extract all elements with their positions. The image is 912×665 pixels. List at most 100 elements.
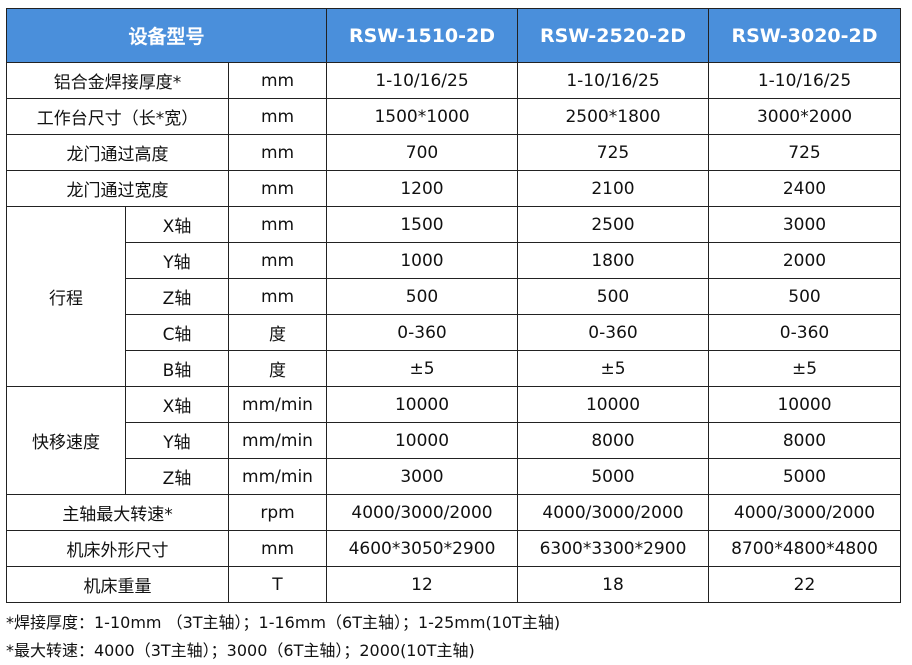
spec-value: 10000 bbox=[708, 386, 901, 423]
spec-value: 10000 bbox=[517, 386, 709, 423]
spec-value: 5000 bbox=[517, 458, 709, 495]
spec-row: 机床重量 T 12 18 22 bbox=[6, 566, 901, 603]
spec-row: B轴度 ±5 ±5 ±5 bbox=[7, 350, 901, 387]
spec-value: ±5 bbox=[708, 350, 901, 387]
model-header: RSW-2520-2D bbox=[517, 8, 709, 63]
spec-value: 2500*1800 bbox=[517, 98, 709, 135]
spec-value: 12 bbox=[326, 566, 518, 603]
spec-value: 18 bbox=[517, 566, 709, 603]
spec-label: C轴 bbox=[125, 314, 229, 351]
spec-label: Y轴 bbox=[125, 242, 229, 279]
spec-unit: mm bbox=[228, 242, 327, 279]
spec-value: 2400 bbox=[708, 170, 901, 207]
spec-value: 1-10/16/25 bbox=[708, 62, 901, 99]
spec-row: 龙门通过高度 mm 700 725 725 bbox=[6, 134, 901, 171]
spec-table: 设备型号 RSW-1510-2D RSW-2520-2D RSW-3020-2D 铝合金… bbox=[6, 8, 901, 603]
spec-value: 725 bbox=[517, 134, 709, 171]
model-header: RSW-1510-2D bbox=[326, 8, 518, 63]
spec-value: 725 bbox=[708, 134, 901, 171]
spec-value: 1-10/16/25 bbox=[517, 62, 709, 99]
spec-label: 主轴最大转速* bbox=[6, 494, 229, 531]
spec-value: 1500 bbox=[326, 206, 518, 243]
spec-value: 1000 bbox=[326, 242, 518, 279]
spec-row: Z轴 mm/min 3000 5000 5000 bbox=[7, 458, 901, 495]
spec-value: 700 bbox=[326, 134, 518, 171]
spec-value: 5000 bbox=[708, 458, 901, 495]
spec-unit: mm bbox=[228, 98, 327, 135]
spec-row: 机床外形尺寸 mm 4600*3050*2900 6300*3300*2900 8700… bbox=[6, 530, 901, 567]
spec-value: 0-360 bbox=[708, 314, 901, 351]
spec-label: X轴 bbox=[125, 206, 229, 243]
spec-value: 3000*2000 bbox=[708, 98, 901, 135]
model-header: RSW-3020-2D bbox=[708, 8, 901, 63]
spec-row: C轴度 0-360 0-360 0-360 bbox=[7, 314, 901, 351]
spec-unit: mm bbox=[228, 278, 327, 315]
spec-unit: mm bbox=[228, 170, 327, 207]
spec-label: 铝合金焊接厚度* bbox=[6, 62, 229, 99]
spec-unit: mm bbox=[228, 62, 327, 99]
spec-unit: mm bbox=[228, 530, 327, 567]
spec-row: 龙门通过宽度 mm 1200 2100 2400 bbox=[6, 170, 901, 207]
spec-row: 行程 X轴 mm 1500 2500 3000 bbox=[6, 206, 901, 387]
spec-value: 0-360 bbox=[326, 314, 518, 351]
spec-label: 龙门通过宽度 bbox=[6, 170, 229, 207]
spec-value: ±5 bbox=[326, 350, 518, 387]
spec-sheet: 设备型号 RSW-1510-2D RSW-2520-2D RSW-3020-2D 铝合金… bbox=[6, 8, 901, 665]
spec-value: 2100 bbox=[517, 170, 709, 207]
spec-value: 500 bbox=[517, 278, 709, 315]
spec-unit: mm bbox=[228, 206, 327, 243]
footnote: *焊接厚度：1-10mm （3T主轴）；1-16mm（6T主轴）；1-25mm(… bbox=[6, 613, 561, 632]
spec-label: 龙门通过高度 bbox=[6, 134, 229, 171]
spec-value: 4600*3050*2900 bbox=[326, 530, 518, 567]
spec-unit: mm/min bbox=[228, 458, 327, 495]
spec-row: Z轴 mm 500 500 500 bbox=[7, 278, 901, 315]
spec-unit: mm/min bbox=[228, 422, 327, 459]
group-label: 快移速度 bbox=[6, 386, 126, 495]
spec-value: 4000/3000/2000 bbox=[326, 494, 518, 531]
header-label: 设备型号 bbox=[6, 8, 327, 63]
spec-value: 8000 bbox=[708, 422, 901, 459]
spec-value: 4000/3000/2000 bbox=[517, 494, 709, 531]
spec-unit: mm bbox=[228, 134, 327, 171]
spec-label: 工作台尺寸（长*宽） bbox=[6, 98, 229, 135]
spec-unit: rpm bbox=[228, 494, 327, 531]
spec-value: 3000 bbox=[708, 206, 901, 243]
header-row: 设备型号 RSW-1510-2D RSW-2520-2D RSW-3020-2D bbox=[6, 8, 901, 63]
spec-label: B轴 bbox=[125, 350, 229, 387]
spec-value: 500 bbox=[708, 278, 901, 315]
spec-value: 0-360 bbox=[517, 314, 709, 351]
spec-label: X轴 bbox=[125, 386, 229, 423]
spec-value: 3000 bbox=[326, 458, 518, 495]
spec-row: Y轴 mm 1000 1800 2000 bbox=[7, 242, 901, 279]
footnotes: *焊接厚度：1-10mm （3T主轴）；1-16mm（6T主轴）；1-25mm(… bbox=[6, 609, 900, 665]
spec-value: 10000 bbox=[326, 422, 518, 459]
spec-label: Z轴 bbox=[125, 458, 229, 495]
spec-value: 10000 bbox=[326, 386, 518, 423]
spec-unit: mm/min bbox=[228, 386, 327, 423]
spec-row: 工作台尺寸（长*宽） mm 1500*1000 2500*1800 3000*2000 bbox=[6, 98, 901, 135]
spec-unit: T bbox=[228, 566, 327, 603]
spec-row: Y轴 mm/min 10000 8000 8000 bbox=[7, 422, 901, 459]
spec-unit: 度 bbox=[228, 314, 327, 351]
group-label: 行程 bbox=[6, 206, 126, 387]
spec-label: 机床重量 bbox=[6, 566, 229, 603]
spec-value: 2000 bbox=[708, 242, 901, 279]
spec-value: 22 bbox=[708, 566, 901, 603]
spec-value: ±5 bbox=[517, 350, 709, 387]
spec-label: Y轴 bbox=[125, 422, 229, 459]
spec-value: 500 bbox=[326, 278, 518, 315]
spec-value: 1-10/16/25 bbox=[326, 62, 518, 99]
spec-row: 铝合金焊接厚度* mm 1-10/16/25 1-10/16/25 1-10/16/25 bbox=[6, 62, 901, 99]
spec-value: 8000 bbox=[517, 422, 709, 459]
spec-row: 主轴最大转速* rpm 4000/3000/2000 4000/3000/2000 40… bbox=[6, 494, 901, 531]
spec-value: 8700*4800*4800 bbox=[708, 530, 901, 567]
spec-value: 1800 bbox=[517, 242, 709, 279]
spec-row: 快移速度 X轴 mm/min 10000 10000 10000 bbox=[6, 386, 901, 495]
spec-value: 1500*1000 bbox=[326, 98, 518, 135]
spec-label: Z轴 bbox=[125, 278, 229, 315]
spec-label: 机床外形尺寸 bbox=[6, 530, 229, 567]
spec-value: 1200 bbox=[326, 170, 518, 207]
spec-value: 6300*3300*2900 bbox=[517, 530, 709, 567]
spec-value: 2500 bbox=[517, 206, 709, 243]
footnote: *最大转速：4000（3T主轴）；3000（6T主轴）；2000(10T主轴) bbox=[6, 641, 475, 660]
